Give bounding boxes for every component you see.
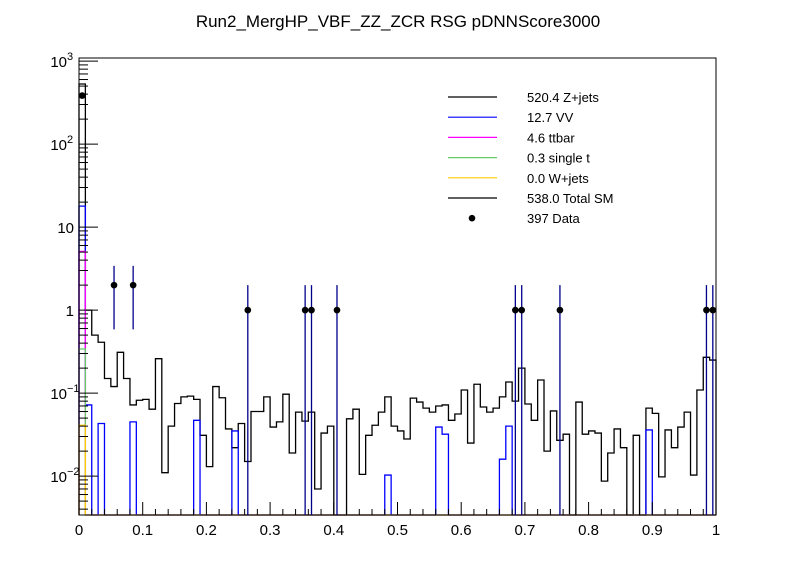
y-tick-label: 10 <box>50 469 67 486</box>
x-tick-label: 0.7 <box>514 522 535 539</box>
y-tick-exponent: −1 <box>67 383 80 395</box>
legend-marker-swatch <box>468 214 476 222</box>
y-tick-label: 10 <box>50 386 67 403</box>
x-tick-label: 0 <box>75 522 83 539</box>
legend-label: 520.4 Z+jets <box>527 90 599 105</box>
y-tick-exponent: 3 <box>67 51 73 63</box>
x-tick-label: 0.5 <box>387 522 408 539</box>
data-point <box>512 306 519 314</box>
y-tick-label: 10 <box>57 220 74 237</box>
vv-histogram <box>78 205 716 516</box>
data-point <box>703 306 710 314</box>
data-point <box>333 306 341 314</box>
legend-label: 0.0 W+jets <box>527 171 589 186</box>
legend-label: 397 Data <box>527 211 581 226</box>
data-point <box>78 92 86 99</box>
x-tick-label: 0.9 <box>642 522 663 539</box>
data-point <box>129 281 137 289</box>
legend-label: 12.7 VV <box>527 110 574 125</box>
legend-label: 0.3 single t <box>527 151 590 166</box>
chart-title: Run2_MergHP_VBF_ZZ_ZCR RSG pDNNScore3000 <box>196 12 600 31</box>
y-tick-label: 10 <box>50 54 67 71</box>
data-point <box>518 306 526 314</box>
legend-label: 4.6 ttbar <box>527 130 575 145</box>
data-point <box>709 306 717 314</box>
data-point <box>244 306 252 314</box>
ttbar-histogram <box>78 250 716 516</box>
y-tick-exponent: 2 <box>67 134 73 146</box>
x-tick-label: 0.8 <box>578 522 599 539</box>
data-point <box>556 306 564 314</box>
data-points-layer <box>78 92 717 515</box>
axes: 0 0.1 0.2 0.3 0.4 0.5 0.6 0.7 0.8 0.9 110 310 210110… <box>50 51 720 539</box>
x-tick-label: 0.1 <box>132 522 153 539</box>
y-tick-label: 1 <box>66 303 74 320</box>
data-point <box>301 306 309 314</box>
data-point <box>110 281 118 289</box>
total-sm-histogram <box>78 83 717 516</box>
x-tick-label: 0.6 <box>451 522 472 539</box>
x-tick-label: 0.2 <box>196 522 217 539</box>
histogram-layer <box>78 83 717 516</box>
x-tick-label: 0.4 <box>323 522 344 539</box>
data-point <box>308 306 315 314</box>
y-tick-exponent: −2 <box>67 466 80 478</box>
x-tick-label: 1 <box>712 522 720 539</box>
legend-label: 538.0 Total SM <box>527 191 613 206</box>
x-tick-label: 0.3 <box>260 522 281 539</box>
legend: 520.4 Z+jets 12.7 VV 4.6 ttbar 0.3 single t… <box>448 90 613 226</box>
y-tick-label: 10 <box>50 137 67 154</box>
